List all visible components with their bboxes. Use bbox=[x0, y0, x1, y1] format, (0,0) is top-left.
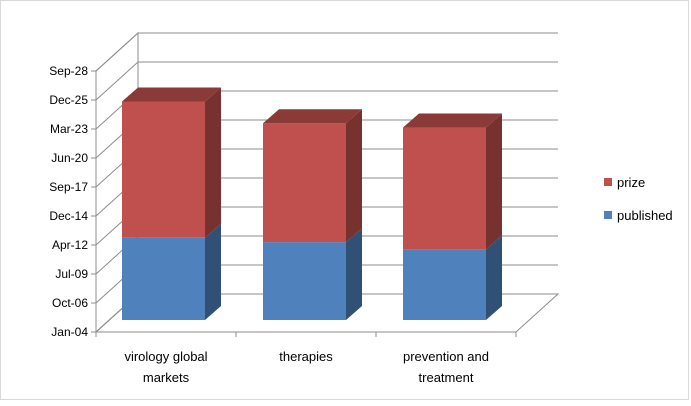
x-category-label: treatment bbox=[419, 370, 474, 385]
bar-front-face bbox=[122, 101, 205, 238]
bar-side-face bbox=[486, 113, 502, 250]
bar-front-face bbox=[403, 127, 486, 250]
x-category-label: virology global bbox=[124, 349, 207, 364]
y-tick-label: Dec-14 bbox=[49, 209, 88, 223]
bar-top-face bbox=[403, 113, 502, 128]
bar-segment-published bbox=[403, 235, 502, 320]
legend-label-published: published bbox=[617, 208, 673, 223]
bar-segment-published bbox=[263, 228, 362, 320]
bar-side-face bbox=[205, 223, 221, 320]
y-tick-label: Mar-23 bbox=[50, 122, 88, 136]
bar-side-face bbox=[346, 109, 362, 243]
bar-segment-prize bbox=[122, 87, 221, 238]
bar-front-face bbox=[122, 237, 205, 320]
bar-side-face bbox=[486, 235, 502, 320]
bar-top-face bbox=[122, 87, 221, 102]
x-axis: virology global markets therapies preventio… bbox=[95, 331, 517, 385]
y-axis: Jan-04 Oct-06 Jul-09 Apr-12 Dec-14 Sep-17 Jun-… bbox=[49, 64, 97, 339]
y-tick-label: Apr-12 bbox=[52, 238, 88, 252]
legend-swatch-published bbox=[604, 211, 612, 219]
y-tick-label: Jan-04 bbox=[51, 325, 88, 339]
bar-side-face bbox=[205, 87, 221, 238]
gridline-side bbox=[95, 32, 139, 72]
bar-segment-prize bbox=[403, 113, 502, 250]
bar-side-face bbox=[346, 228, 362, 320]
y-tick-label: Dec-25 bbox=[49, 93, 88, 107]
bar-front-face bbox=[263, 123, 346, 243]
legend-label-prize: prize bbox=[617, 175, 645, 190]
bar-front-face bbox=[403, 249, 486, 320]
y-tick-label: Jul-09 bbox=[55, 267, 88, 281]
y-tick-label: Jun-20 bbox=[51, 151, 88, 165]
gridline-side bbox=[95, 61, 139, 101]
y-tick-label: Sep-28 bbox=[49, 64, 88, 78]
bar-top-face bbox=[263, 109, 362, 124]
bar-front-face bbox=[263, 242, 346, 320]
y-tick-label: Oct-06 bbox=[52, 296, 88, 310]
x-category-label: therapies bbox=[279, 349, 333, 364]
legend-swatch-prize bbox=[604, 178, 612, 186]
bar-segment-prize bbox=[263, 109, 362, 243]
x-category-label: markets bbox=[143, 370, 190, 385]
bars bbox=[122, 87, 502, 320]
legend: prize published bbox=[604, 175, 673, 223]
y-tick-label: Sep-17 bbox=[49, 180, 88, 194]
x-category-label: prevention and bbox=[403, 349, 489, 364]
bar-segment-published bbox=[122, 223, 221, 320]
